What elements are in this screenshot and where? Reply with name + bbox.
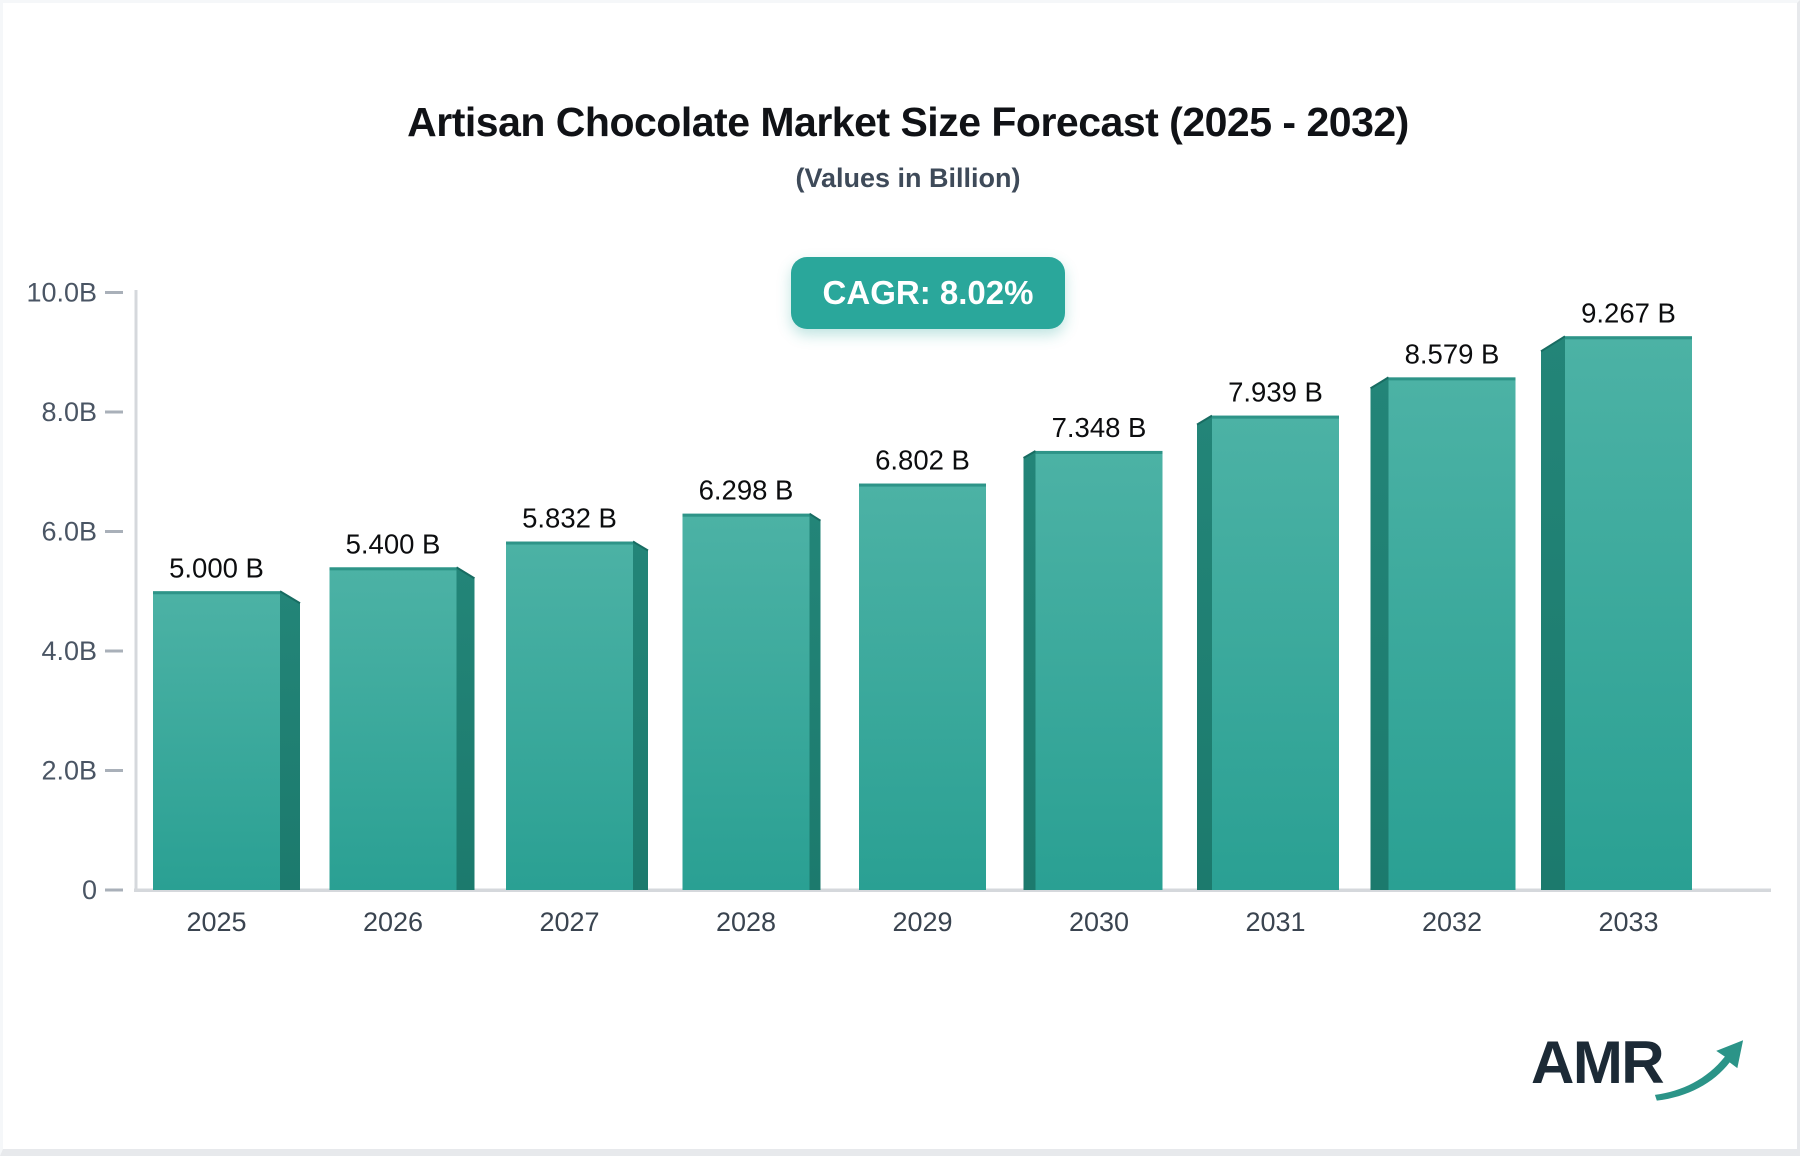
x-category-label: 2028 xyxy=(716,907,776,937)
bar-side-top-edge xyxy=(1022,450,1037,459)
bar-side-face xyxy=(1023,450,1036,890)
cagr-badge: CAGR: 8.02% xyxy=(791,257,1065,329)
bar-value-label: 6.802 B xyxy=(875,445,970,476)
bar-2030: 7.348 B 2030 xyxy=(1022,412,1163,937)
bar-top-edge xyxy=(859,483,986,487)
x-axis-line xyxy=(134,888,1771,892)
x-category-label: 2030 xyxy=(1069,907,1129,937)
bar-side-top-edge xyxy=(455,566,476,580)
bar-side-face xyxy=(456,567,475,890)
bar-side-face xyxy=(1541,336,1565,890)
bar-front-face xyxy=(1565,336,1692,890)
bar-front-face xyxy=(859,483,986,890)
bar-value-label: 7.939 B xyxy=(1228,377,1323,408)
bar-top-edge xyxy=(329,567,457,571)
chart-subtitle: (Values in Billion) xyxy=(795,163,1021,193)
trend-arrow-icon xyxy=(1655,1040,1744,1101)
bar-side-top-edge xyxy=(808,512,822,522)
bar-front-face xyxy=(1212,415,1339,890)
y-tick-dash-10.0B xyxy=(105,291,123,294)
bar-side-top-edge xyxy=(1540,335,1566,353)
y-tick-label-8.0B: 8.0B xyxy=(41,397,97,427)
x-category-label: 2026 xyxy=(363,907,423,937)
bar-front-face xyxy=(329,567,457,890)
bar-side-top-edge xyxy=(1196,414,1213,426)
bar-side-face xyxy=(280,591,300,890)
bar-front-face xyxy=(1388,377,1516,890)
bar-value-label: 5.832 B xyxy=(522,503,617,534)
bar-side-top-edge xyxy=(279,590,301,605)
y-tick-label-10.0B: 10.0B xyxy=(26,278,97,308)
bar-side-top-edge xyxy=(632,540,649,552)
bar-front-face xyxy=(682,513,810,890)
x-category-label: 2025 xyxy=(186,907,246,937)
bar-side-face xyxy=(1370,377,1389,890)
bar-side-face xyxy=(633,541,648,890)
y-tick-dash-2.0B xyxy=(105,769,123,772)
bar-top-edge xyxy=(506,541,633,545)
bar-side-face xyxy=(809,513,821,890)
bar-value-label: 7.348 B xyxy=(1052,412,1147,443)
x-category-label: 2029 xyxy=(892,907,952,937)
bar-front-face xyxy=(1035,450,1163,890)
bar-side-face xyxy=(1197,415,1212,890)
bar-2033: 9.267 B 2033 xyxy=(1540,297,1692,937)
bar-2028: 6.298 B 2028 xyxy=(682,475,822,937)
y-tick-dash-0 xyxy=(105,888,123,892)
bar-value-label: 8.579 B xyxy=(1405,338,1500,369)
x-category-label: 2032 xyxy=(1422,907,1482,937)
y-tick-dash-8.0B xyxy=(105,410,123,414)
bar-top-edge xyxy=(1565,336,1692,340)
y-tick-label-0: 0 xyxy=(82,875,97,905)
bar-front-face xyxy=(506,541,633,890)
y-axis-line xyxy=(134,290,138,892)
chart-title: Artisan Chocolate Market Size Forecast (… xyxy=(407,99,1409,145)
x-category-label: 2033 xyxy=(1598,907,1658,937)
bar-value-label: 6.298 B xyxy=(699,475,794,506)
bar-2027: 5.832 B 2027 xyxy=(506,503,649,937)
y-tick-label-4.0B: 4.0B xyxy=(41,636,97,666)
y-tick-label-6.0B: 6.0B xyxy=(41,517,97,547)
bar-value-label: 5.400 B xyxy=(346,528,441,559)
bar-2032: 8.579 B 2032 xyxy=(1369,338,1516,937)
y-tick-label-2.0B: 2.0B xyxy=(41,756,97,786)
bar-top-edge xyxy=(682,513,810,517)
bar-front-face xyxy=(153,591,280,890)
bar-2031: 7.939 B 2031 xyxy=(1196,377,1339,937)
y-tick-dash-6.0B xyxy=(105,530,123,533)
bar-side-top-edge xyxy=(1369,376,1390,390)
y-tick-dash-4.0B xyxy=(105,649,123,653)
bar-chart-canvas: 0 2.0B 4.0B 6.0B 8.0B 10.0B 5.000 B 2025 5.400 B… xyxy=(26,278,1771,937)
x-category-label: 2031 xyxy=(1245,907,1305,937)
bar-2026: 5.400 B 2026 xyxy=(329,528,476,937)
x-category-label: 2027 xyxy=(539,907,599,937)
amr-logo: AMR xyxy=(1531,1033,1745,1103)
bar-top-edge xyxy=(1035,450,1163,454)
bar-top-edge xyxy=(1388,377,1516,381)
bar-top-edge xyxy=(153,591,280,595)
amr-logo-text: AMR xyxy=(1531,1029,1665,1096)
bar-value-label: 5.000 B xyxy=(169,552,264,583)
bar-top-edge xyxy=(1212,415,1339,419)
bar-2025: 5.000 B 2025 xyxy=(153,552,301,937)
bar-value-label: 9.267 B xyxy=(1581,297,1676,328)
bar-2029: 6.802 B 2029 xyxy=(859,445,986,937)
